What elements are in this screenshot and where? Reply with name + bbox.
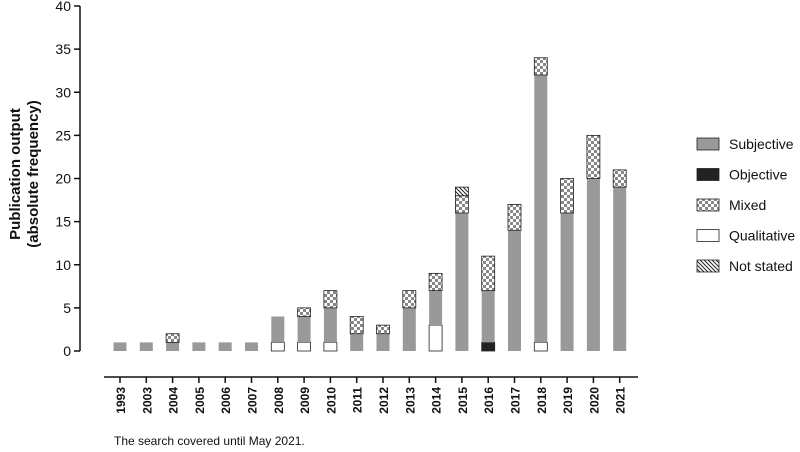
x-tick-label: 2015 — [456, 387, 470, 414]
y-tick-label: 30 — [55, 84, 71, 100]
bar-subjective — [613, 187, 627, 351]
y-tick-label: 10 — [55, 257, 71, 273]
legend-swatch-mixed — [696, 198, 720, 212]
bar-subjective — [429, 290, 443, 326]
x-tick-label: 2016 — [482, 387, 496, 414]
y-axis-label-line1: Publication output — [7, 108, 24, 240]
bar-mixed — [165, 333, 180, 343]
bar-subjective — [113, 342, 127, 351]
bar-mixed — [560, 178, 574, 214]
bar-subjective — [560, 213, 574, 351]
bar-subjective — [297, 316, 311, 343]
bar-qualitative — [428, 324, 443, 352]
x-tick-label: 2019 — [561, 387, 575, 414]
bar-qualitative — [323, 341, 338, 352]
bar-mixed — [349, 316, 364, 335]
bar-qualitative — [297, 341, 312, 352]
bar-mixed — [297, 307, 312, 317]
y-tick-label: 25 — [55, 127, 71, 143]
bar-mixed — [507, 203, 522, 231]
bar-subjective — [534, 75, 548, 343]
x-tick-label: 2011 — [351, 387, 365, 413]
x-tick-label: 2021 — [614, 387, 628, 414]
x-tick-label: 2017 — [509, 387, 523, 414]
y-tick-label: 40 — [55, 0, 71, 14]
y-tick-label: 5 — [63, 300, 71, 316]
bar-mixed — [323, 290, 338, 309]
x-tick-label: 2004 — [167, 387, 181, 414]
bar-subjective — [218, 342, 232, 351]
bar-qualitative — [270, 341, 285, 352]
bar-subjective — [192, 342, 206, 351]
x-tick-label: 2008 — [272, 387, 286, 414]
x-tick-label: 2003 — [140, 387, 154, 414]
y-tick-label: 15 — [55, 214, 71, 230]
bar-mixed — [454, 195, 469, 214]
bar-subjective — [376, 333, 390, 351]
x-tick-label: 2020 — [587, 387, 601, 414]
y-axis-label-line2: (absolute frequency) — [25, 100, 42, 248]
legend-swatch-qualitative — [696, 229, 720, 242]
bar-mixed — [402, 290, 417, 309]
bar-subjective — [586, 178, 600, 351]
bar-mixed — [586, 134, 601, 179]
bar-mixed — [612, 169, 627, 188]
plot-area: 0 5 10 15 20 25 30 35 40 1993 2003 2004 2005 2006 2007… — [55, 0, 638, 414]
bar-subjective — [323, 307, 337, 343]
x-tick-label: 2010 — [324, 387, 338, 414]
legend-label-qualitative: Qualitative — [729, 228, 795, 244]
y-tick-label: 20 — [55, 171, 71, 187]
bar-not-stated — [454, 186, 469, 197]
x-tick-label: 2006 — [219, 387, 233, 414]
bar-mixed — [428, 272, 443, 292]
x-tick-label: 2009 — [298, 387, 312, 414]
x-tick-label: 2018 — [535, 387, 549, 414]
bar-subjective — [245, 342, 258, 351]
x-tick-label: 2007 — [246, 387, 260, 414]
x-tick-label: 2014 — [430, 387, 444, 414]
bar-subjective — [166, 342, 180, 351]
bar-subjective — [350, 333, 364, 351]
legend-label-subjective: Subjective — [729, 136, 794, 152]
legend-swatch-not-stated — [696, 259, 720, 273]
bar-mixed — [481, 255, 496, 292]
bar-subjective — [481, 290, 495, 343]
bar-qualitative — [533, 341, 548, 352]
bar-subjective — [402, 307, 416, 351]
legend-label-not-stated: Not stated — [729, 258, 793, 274]
legend-swatch-objective — [696, 168, 720, 181]
x-tick-label: 2013 — [403, 387, 417, 414]
bar-objective — [481, 341, 496, 352]
x-tick-label: 1993 — [114, 387, 128, 414]
y-axis-label: Publication output (absolute frequency) — [7, 100, 42, 248]
y-tick-label: 0 — [63, 343, 71, 359]
footnote: The search covered until May 2021. — [114, 434, 305, 448]
bar-mixed — [376, 324, 390, 335]
legend-swatch-subjective — [696, 137, 720, 151]
bar-subjective — [455, 213, 469, 351]
legend: Subjective Objective Mixed Qualitative Not s… — [696, 136, 795, 274]
x-tick-label: 2012 — [377, 387, 391, 414]
bar-mixed — [533, 57, 548, 76]
bar-subjective — [508, 230, 521, 351]
legend-label-objective: Objective — [729, 167, 788, 183]
x-tick-label: 2005 — [193, 387, 207, 414]
bar-subjective — [139, 342, 153, 351]
y-tick-label: 35 — [55, 41, 71, 57]
bar-subjective — [271, 316, 285, 343]
legend-label-mixed: Mixed — [729, 197, 766, 213]
